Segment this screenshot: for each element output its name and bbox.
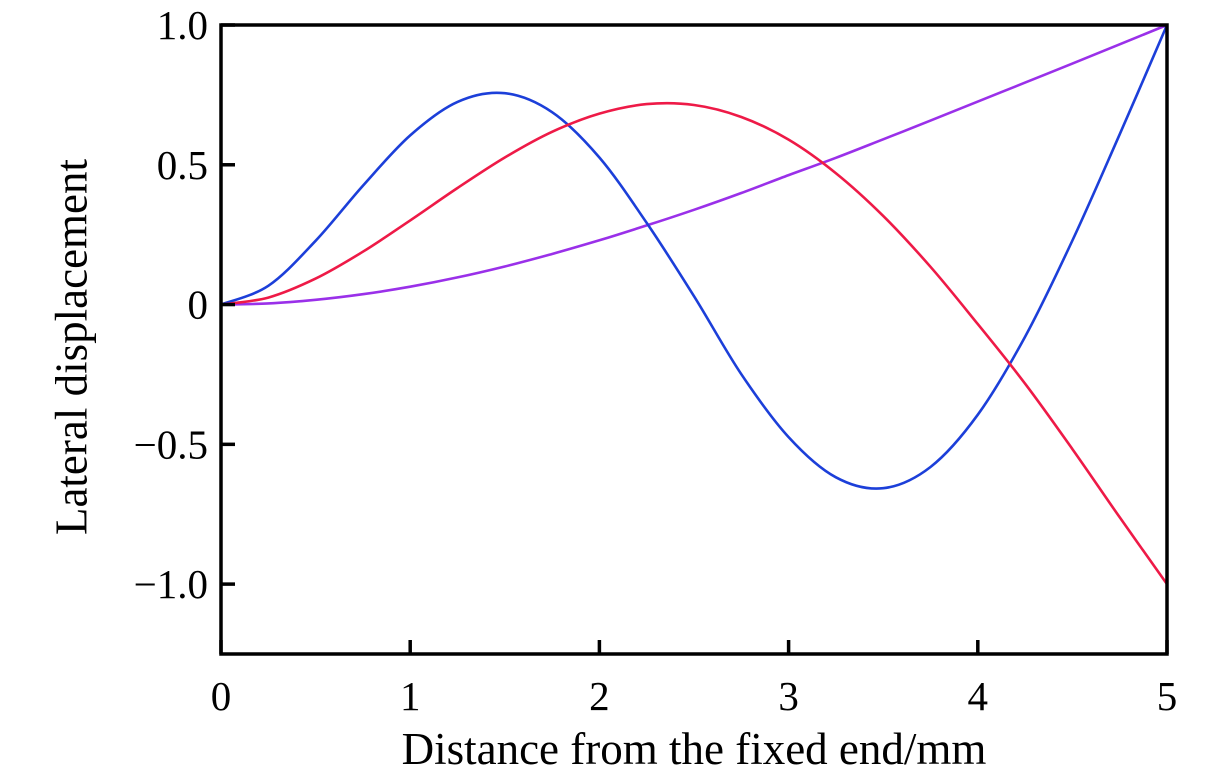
x-tick-label: 3 — [778, 673, 799, 719]
y-tick-label: 0 — [188, 282, 209, 328]
x-tick-label: 5 — [1157, 673, 1178, 719]
plot-frame — [219, 23, 1169, 656]
y-tick-label: 0.5 — [157, 142, 208, 188]
y-tick-label: 1.0 — [157, 2, 208, 48]
x-axis-title: Distance from the fixed end/mm — [401, 724, 987, 774]
mode-shape-purple-curve — [219, 23, 1169, 306]
mode-shape-blue-curve — [219, 23, 1169, 490]
x-tick-label: 0 — [211, 673, 232, 719]
y-axis-title: Lateral displacement — [46, 158, 97, 536]
mode-shape-red-curve — [219, 101, 1169, 586]
x-tick-label: 2 — [589, 673, 610, 719]
x-tick-label: 4 — [968, 673, 989, 719]
x-tick-label: 1 — [400, 673, 421, 719]
y-tick-label: −1.0 — [134, 561, 208, 607]
y-tick-label: −0.5 — [134, 421, 208, 467]
